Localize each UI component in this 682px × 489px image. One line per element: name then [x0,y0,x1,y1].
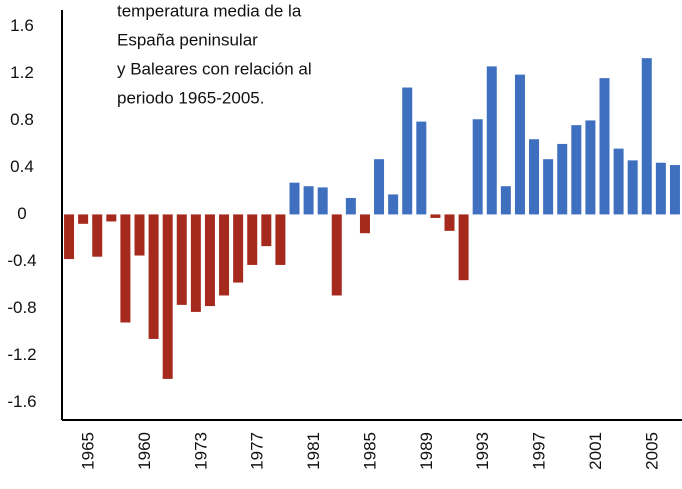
bar [261,214,272,247]
x-tick-label: 1985 [360,432,379,470]
bar [190,214,201,312]
bar [472,119,483,215]
x-tick-label: 2001 [586,432,605,470]
bar [219,214,230,296]
bar [543,159,554,215]
bar [416,121,427,215]
bar [430,214,441,218]
bar [359,214,370,234]
y-tick-label: 1.6 [10,16,34,35]
bar [613,148,624,215]
y-tick-label: -1.2 [7,345,36,364]
x-tick-label: 1973 [191,432,210,470]
bar [444,214,455,231]
bar [669,165,680,215]
bar [345,197,356,215]
bar [233,214,244,283]
annotation: temperatura media de la [117,1,302,20]
bar [204,214,215,307]
bar [641,58,652,215]
bar [486,66,497,215]
x-tick-label: 1960 [135,432,154,470]
bar [514,74,525,215]
y-tick-label: 0.4 [10,157,34,176]
bar [388,194,399,215]
x-tick-label: 1993 [473,432,492,470]
y-tick-label: 0.8 [10,110,34,129]
bar [289,182,300,215]
bar [599,78,610,215]
x-tick-label: 1977 [248,432,267,470]
bar [92,214,103,257]
annotation: periodo 1965-2005. [117,88,264,107]
bar [585,120,596,215]
bar [275,214,286,265]
bar [500,186,511,215]
bar [374,159,385,215]
bar [106,214,117,222]
x-tick-label: 1965 [79,432,98,470]
y-tick-label: 0 [17,204,26,223]
bar [627,160,638,215]
bar [458,214,469,281]
bar [655,162,666,215]
bar [247,214,258,265]
bar [571,125,582,215]
annotation: España peninsular [117,30,258,49]
bar [148,214,159,339]
x-tick-label: 2005 [642,432,661,470]
y-tick-label: -1.6 [7,392,36,411]
y-tick-label: -0.4 [7,251,36,270]
x-tick-label: 1981 [304,432,323,470]
bar [331,214,342,296]
annotation: y Baleares con relación al [117,59,312,78]
x-tick-label: 1997 [530,432,549,470]
bar [134,214,145,256]
bar [303,186,314,215]
x-tick-label: 1989 [417,432,436,470]
bar [402,87,413,215]
bar [176,214,187,305]
y-tick-label: 1.2 [10,63,34,82]
bar [162,214,173,379]
bar [557,143,568,215]
bar [64,214,75,260]
bar [529,139,540,215]
bar [317,187,328,215]
bar [78,214,89,224]
bar [120,214,131,323]
y-tick-label: -0.8 [7,298,36,317]
